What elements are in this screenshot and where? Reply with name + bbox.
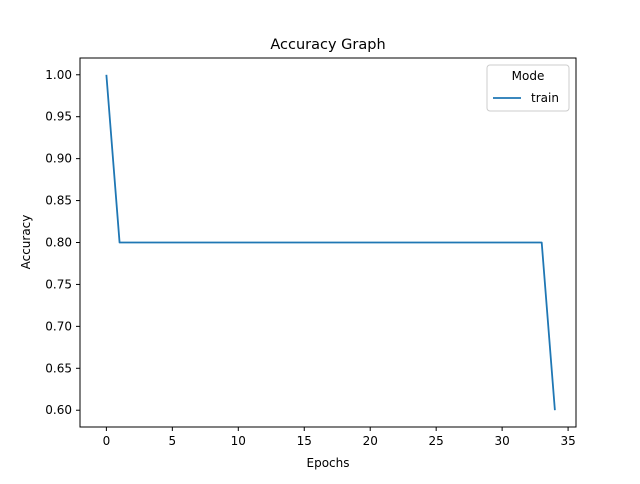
x-tick-label: 25 [429, 434, 444, 448]
y-tick-label: 0.65 [45, 361, 72, 375]
x-tick-label: 10 [231, 434, 246, 448]
legend-title: Mode [512, 69, 545, 83]
y-tick-label: 0.85 [45, 194, 72, 208]
x-tick-label: 20 [363, 434, 378, 448]
plot-area [79, 57, 577, 428]
y-tick-label: 0.70 [45, 319, 72, 333]
series-layer [105, 74, 556, 411]
y-tick-label: 0.95 [45, 110, 72, 124]
y-tick-label: 0.60 [45, 403, 72, 417]
x-axis: 0 5 10 15 20 25 30 35 [103, 427, 576, 448]
legend-box [486, 64, 570, 112]
x-tick-label: 15 [297, 434, 312, 448]
chart-title: Accuracy Graph [270, 37, 385, 53]
x-tick-label: 30 [494, 434, 509, 448]
y-axis: 0.60 0.65 0.70 0.75 0.80 0.85 0.90 0.95 1.00 [45, 68, 80, 417]
x-tick-label: 0 [103, 434, 111, 448]
y-tick-label: 1.00 [45, 68, 72, 82]
y-tick-label: 0.75 [45, 277, 72, 291]
x-axis-label: Epochs [307, 456, 350, 470]
y-tick-label: 0.80 [45, 236, 72, 250]
x-tick-label: 35 [560, 434, 575, 448]
y-tick-label: 0.90 [45, 152, 72, 166]
series-line-train [105, 74, 556, 411]
y-axis-label: Accuracy [19, 215, 33, 270]
x-tick-label: 5 [169, 434, 177, 448]
legend-label-train: train [531, 91, 559, 105]
legend: Mode train [486, 64, 570, 112]
